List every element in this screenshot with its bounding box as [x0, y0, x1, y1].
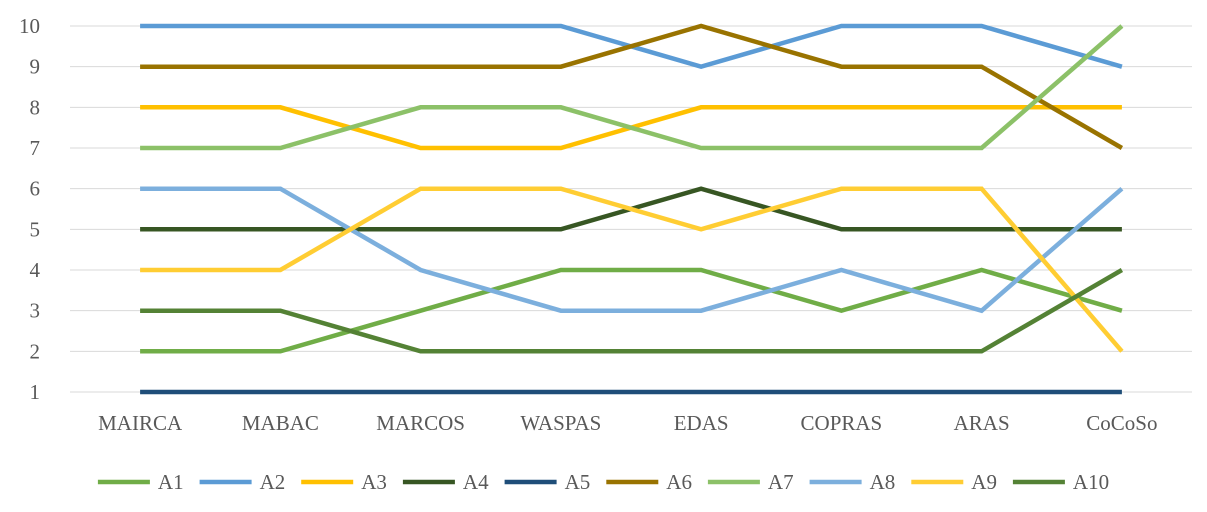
y-tick-label: 9 [30, 55, 41, 79]
series-line-a6 [140, 23, 1124, 150]
y-axis-tick-labels: 1 2 3 4 5 6 7 8 9 10 [19, 14, 41, 404]
series-line-a10 [140, 268, 1124, 354]
legend: A1 A2 A3 A4 A5 A6 A7 A8 A9 A10 [97, 470, 1109, 494]
y-tick-label: 3 [30, 299, 41, 323]
legend-item-a5: A5 [504, 470, 591, 494]
series-line-a9 [140, 186, 1124, 353]
legend-item-a9: A9 [911, 470, 997, 494]
y-tick-label: 4 [30, 258, 41, 282]
y-tick-label: 2 [30, 339, 41, 363]
legend-item-a1: A1 [97, 470, 184, 494]
legend-label: A1 [158, 470, 184, 494]
x-tick-label: ARAS [954, 411, 1010, 435]
legend-item-a7: A7 [707, 470, 794, 494]
x-tick-label: COPRAS [801, 411, 883, 435]
y-tick-label: 7 [30, 136, 41, 160]
x-tick-label: MARCOS [376, 411, 465, 435]
legend-item-a4: A4 [402, 470, 489, 494]
legend-label: A5 [565, 470, 591, 494]
x-tick-label: WASPAS [520, 411, 601, 435]
legend-label: A2 [260, 470, 286, 494]
x-tick-label: CoCoSo [1086, 411, 1157, 435]
y-tick-label: 10 [19, 14, 40, 38]
legend-label: A9 [971, 470, 997, 494]
series-line-a8 [140, 186, 1124, 314]
y-tick-label: 5 [30, 217, 41, 241]
y-tick-label: 6 [30, 177, 41, 201]
series-lines [140, 23, 1124, 395]
legend-item-a10: A10 [1012, 470, 1109, 494]
legend-item-a6: A6 [606, 470, 692, 494]
legend-label: A7 [768, 470, 794, 494]
legend-item-a3: A3 [301, 470, 387, 494]
x-tick-label: MAIRCA [98, 411, 183, 435]
y-tick-label: 1 [30, 380, 41, 404]
series-line-a1 [140, 267, 1123, 354]
x-tick-label: MABAC [242, 411, 319, 435]
legend-item-a2: A2 [199, 470, 286, 494]
y-tick-label: 8 [30, 95, 41, 119]
legend-item-a8: A8 [809, 470, 896, 494]
legend-label: A10 [1073, 470, 1109, 494]
legend-label: A3 [361, 470, 387, 494]
legend-label: A6 [666, 470, 692, 494]
legend-label: A8 [870, 470, 896, 494]
legend-label: A4 [463, 470, 489, 494]
x-tick-label: EDAS [674, 411, 729, 435]
x-axis-tick-labels: MAIRCA MABAC MARCOS WASPAS EDAS COPRAS ARAS CoC… [98, 411, 1157, 435]
series-line-a7 [140, 24, 1124, 151]
